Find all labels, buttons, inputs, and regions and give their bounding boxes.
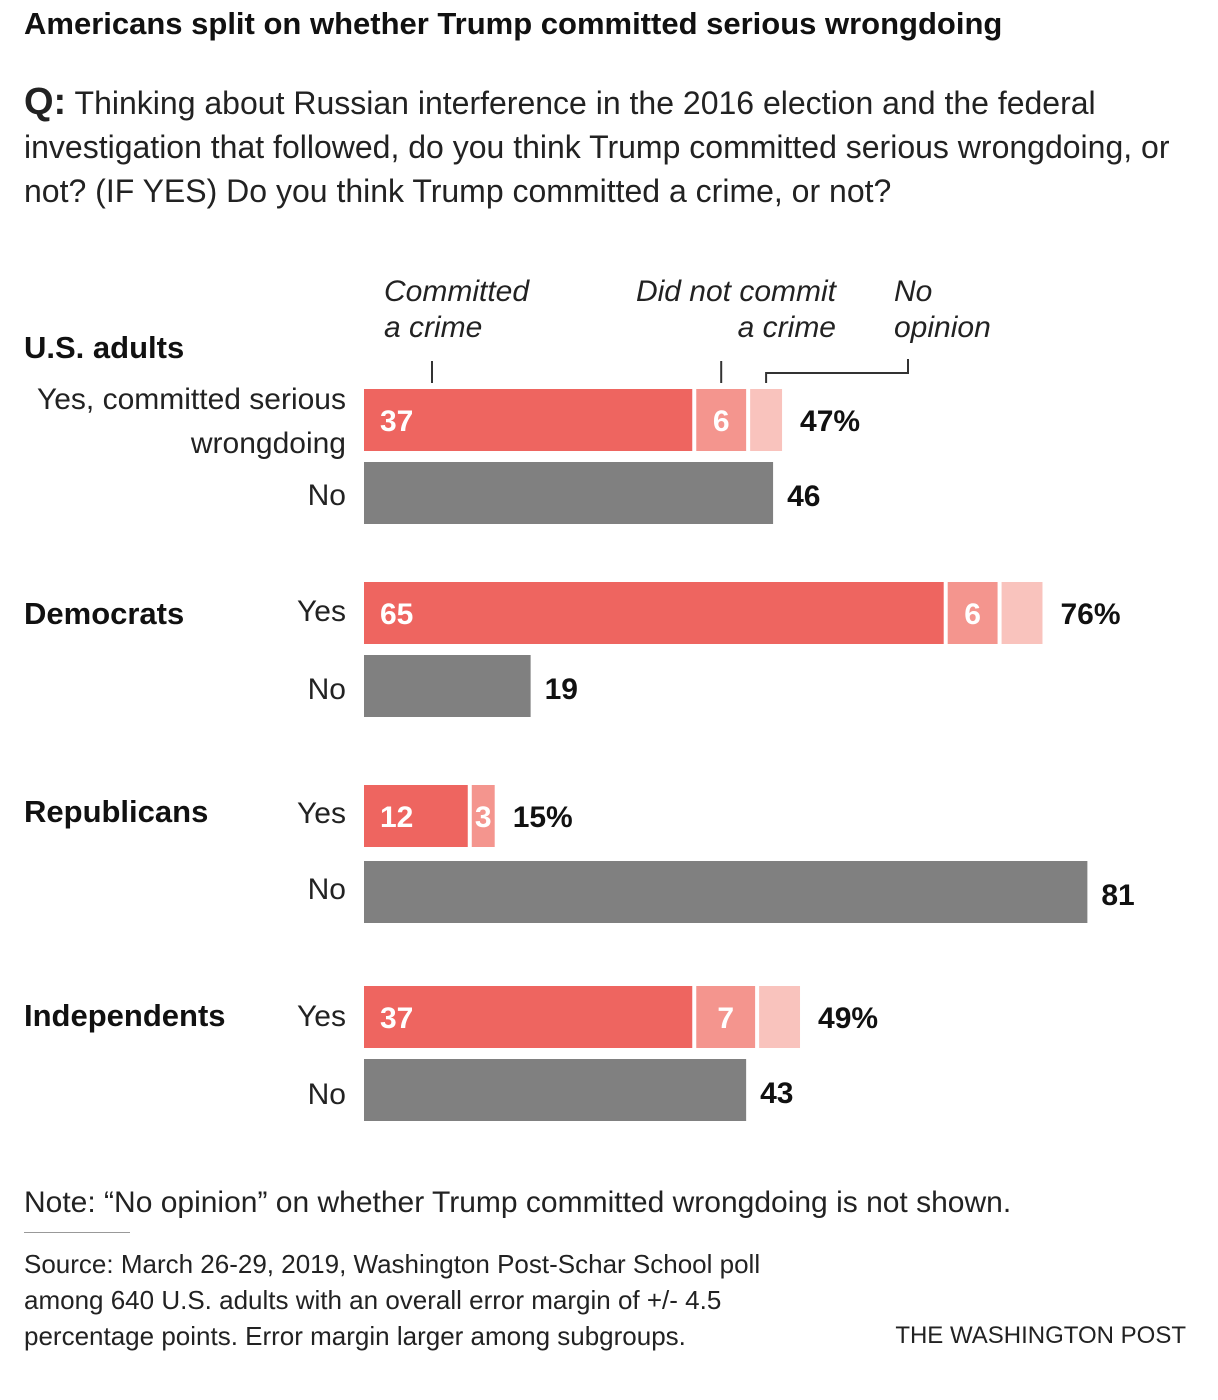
row-label-us-adults-yes: Yes, committed serious wrongdoing — [36, 383, 346, 460]
bar-us-adults-no — [364, 462, 774, 524]
total-label-us-adults-yes: 47% — [800, 405, 860, 438]
data-label-us-adults-no: 46 — [787, 480, 820, 513]
total-label-republicans-yes: 15% — [513, 801, 573, 834]
note: Note: “No opinion” on whether Trump comm… — [24, 1186, 1012, 1219]
row-label-us-adults-no: No — [307, 479, 346, 512]
bar-republicans-no — [364, 861, 1088, 923]
data-label-independents-yes-committed: 37 — [380, 1002, 413, 1035]
data-label-democrats-yes-committed: 65 — [380, 598, 413, 631]
row-label-republicans-yes: Yes — [297, 797, 346, 830]
total-label-independents-yes: 49% — [818, 1002, 878, 1035]
data-label-republicans-yes-committed: 12 — [380, 801, 413, 834]
data-label-democrats-yes-not-committed: 6 — [964, 598, 981, 631]
question: Q: Thinking about Russian interference i… — [24, 80, 1204, 213]
row-label-democrats-no: No — [307, 673, 346, 706]
bar-democrats-yes-no-opinion — [1001, 582, 1043, 644]
data-label-republicans-no: 81 — [1101, 879, 1134, 912]
question-prefix: Q: — [24, 81, 67, 123]
question-text: Thinking about Russian interference in t… — [24, 85, 1170, 209]
source: Source: March 26-29, 2019, Washington Po… — [24, 1249, 761, 1351]
group-label-democrats: Democrats — [24, 596, 185, 631]
row-label-democrats-yes: Yes — [297, 595, 346, 628]
bar-democrats-yes-committed — [364, 582, 944, 644]
data-label-us-adults-yes-committed: 37 — [380, 405, 413, 438]
group-label-us-adults: U.S. adults — [24, 330, 185, 365]
bar-independents-yes-not-committed — [696, 986, 756, 1048]
bar-republicans-yes-not-committed — [471, 785, 495, 847]
data-label-independents-yes-not-committed: 7 — [717, 1002, 734, 1035]
data-label-us-adults-yes-not-committed: 6 — [713, 405, 730, 438]
bar-independents-yes-no-opinion — [759, 986, 801, 1048]
row-label-independents-no: No — [307, 1078, 346, 1111]
data-label-independents-no: 43 — [760, 1077, 793, 1110]
bar-us-adults-yes-no-opinion — [750, 389, 783, 451]
bar-independents-no — [364, 1059, 747, 1121]
bar-democrats-no — [364, 655, 531, 717]
legend-no-opinion: No opinion — [894, 275, 991, 344]
leader-line-no-opinion — [765, 359, 909, 383]
legend-committed: Committed a crime — [384, 275, 530, 344]
group-label-republicans: Republicans — [24, 794, 209, 829]
credit: THE WASHINGTON POST — [895, 1322, 1186, 1349]
chart-title: Americans split on whether Trump committ… — [24, 6, 1003, 41]
bar-us-adults-yes-committed — [364, 389, 693, 451]
row-label-independents-yes: Yes — [297, 1000, 346, 1033]
divider — [24, 1232, 130, 1233]
bar-republicans-yes-committed — [364, 785, 468, 847]
row-label-republicans-no: No — [307, 873, 346, 906]
data-label-republicans-yes-not-committed: 3 — [475, 801, 492, 834]
total-label-democrats-yes: 76% — [1060, 598, 1120, 631]
bar-democrats-yes-not-committed — [947, 582, 998, 644]
bar-us-adults-yes-not-committed — [696, 389, 747, 451]
data-label-democrats-no: 19 — [545, 673, 578, 706]
bar-chart: 37 6 47% 46 65 6 76% 19 12 3 15% 81 37 7 49% 43 — [364, 359, 1135, 1121]
bar-independents-yes-committed — [364, 986, 693, 1048]
legend-not-committed: Did not commit a crime — [635, 275, 836, 344]
group-label-independents: Independents — [24, 998, 226, 1033]
